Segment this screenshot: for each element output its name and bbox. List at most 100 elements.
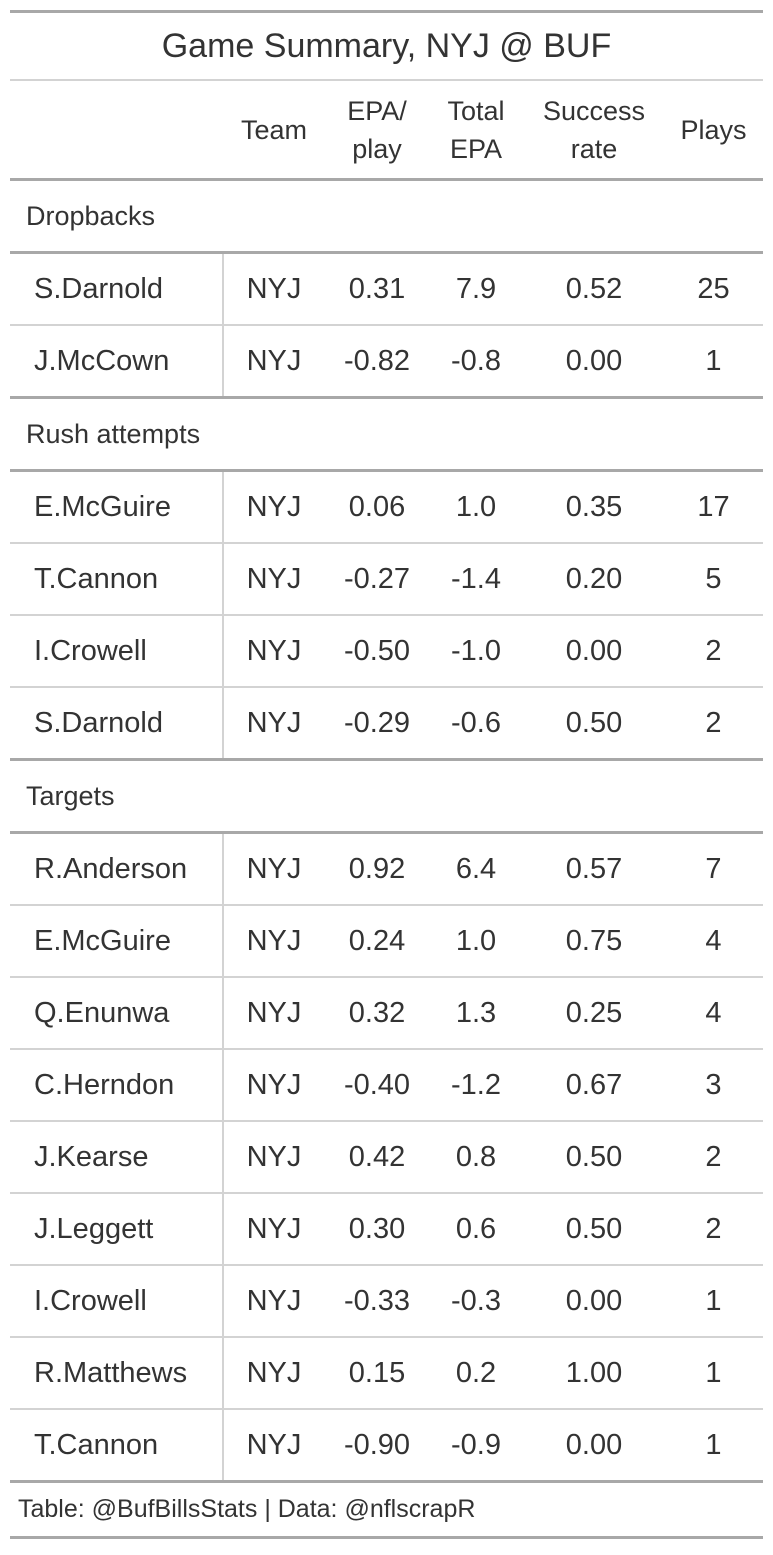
cell-player: J.Leggett [34,1212,154,1245]
header-line: Total [447,95,505,126]
cell-plays: 4 [705,996,722,1029]
cell-plays: 3 [705,1068,722,1101]
cell-success-rate: 0.67 [565,1068,623,1101]
cell-player: T.Cannon [34,562,159,595]
cell-team: NYJ [246,490,302,523]
row-divider [10,1408,763,1410]
cell-plays: 5 [705,562,722,595]
group-label: Dropbacks [26,200,156,231]
table-title: Game Summary, NYJ @ BUF [161,26,612,65]
table-row: T.Cannon NYJ -0.90 -0.9 0.00 1 [10,1410,763,1480]
cell-total-epa: -1.0 [451,634,501,667]
row-divider [10,1192,763,1194]
top-border [10,10,763,13]
cell-player: R.Matthews [34,1356,188,1389]
table-row: S.Darnold NYJ -0.29 -0.6 0.50 2 [10,688,763,758]
table-body: Dropbacks S.Darnold NYJ 0.31 7.9 0.52 25 J.McCo… [10,181,763,1483]
cell-plays: 2 [705,634,722,667]
cell-total-epa: 7.9 [455,272,497,305]
cell-plays: 2 [705,1212,722,1245]
cell-epa-play: 0.06 [348,490,406,523]
cell-team: NYJ [246,1284,302,1317]
cell-plays: 1 [705,1356,722,1389]
cell-success-rate: 0.20 [565,562,623,595]
cell-success-rate: 1.00 [565,1356,623,1389]
summary-table: Game Summary, NYJ @ BUF Team EPA/play To… [10,10,763,1539]
table-row: E.McGuire NYJ 0.06 1.0 0.35 17 [10,472,763,542]
row-divider [10,542,763,544]
column-divider [222,544,224,614]
column-header-epa-play: EPA/play [330,81,424,178]
cell-player: C.Herndon [34,1068,175,1101]
cell-team: NYJ [246,706,302,739]
group-divider [10,251,763,254]
cell-plays: 2 [705,1140,722,1173]
cell-team: NYJ [246,272,302,305]
cell-team: NYJ [246,1428,302,1461]
table-row: C.Herndon NYJ -0.40 -1.2 0.67 3 [10,1050,763,1120]
cell-player: E.McGuire [34,924,171,957]
column-divider [222,834,224,904]
cell-total-epa: 0.8 [455,1140,497,1173]
title-divider [10,79,763,81]
group-divider [10,1480,763,1483]
cell-epa-play: 0.15 [348,1356,406,1389]
row-divider [10,1264,763,1266]
cell-player: R.Anderson [34,852,188,885]
row-divider [10,324,763,326]
cell-total-epa: -1.2 [451,1068,501,1101]
cell-player: S.Darnold [34,706,163,739]
table-row: J.Leggett NYJ 0.30 0.6 0.50 2 [10,1194,763,1264]
column-divider [222,472,224,542]
group-divider [10,396,763,399]
cell-plays: 17 [697,490,730,523]
cell-epa-play: -0.50 [343,634,411,667]
group-label: Rush attempts [26,418,201,449]
bottom-border [10,1536,763,1539]
cell-success-rate: 0.57 [565,852,623,885]
cell-epa-play: 0.92 [348,852,406,885]
cell-success-rate: 0.50 [565,1140,623,1173]
cell-total-epa: 0.2 [455,1356,497,1389]
row-divider [10,686,763,688]
column-divider [222,1410,224,1480]
header-line: Success [542,95,646,126]
cell-player: E.McGuire [34,490,171,523]
cell-team: NYJ [246,1212,302,1245]
cell-player: I.Crowell [34,634,147,667]
table-row: E.McGuire NYJ 0.24 1.0 0.75 4 [10,906,763,976]
row-divider [10,614,763,616]
column-divider [222,616,224,686]
cell-epa-play: 0.30 [348,1212,406,1245]
cell-success-rate: 0.50 [565,1212,623,1245]
cell-team: NYJ [246,1356,302,1389]
cell-total-epa: -0.3 [451,1284,501,1317]
cell-plays: 1 [705,1284,722,1317]
column-divider [222,326,224,396]
column-divider [222,1338,224,1408]
cell-epa-play: 0.31 [348,272,406,305]
cell-total-epa: 0.6 [455,1212,497,1245]
cell-total-epa: 6.4 [455,852,497,885]
column-divider [222,1266,224,1336]
cell-epa-play: -0.27 [343,562,411,595]
cell-success-rate: 0.50 [565,706,623,739]
table-row: J.Kearse NYJ 0.42 0.8 0.50 2 [10,1122,763,1192]
table-row: Q.Enunwa NYJ 0.32 1.3 0.25 4 [10,978,763,1048]
row-divider [10,904,763,906]
cell-success-rate: 0.00 [565,634,623,667]
cell-epa-play: -0.33 [343,1284,411,1317]
group-divider [10,469,763,472]
table-row: I.Crowell NYJ -0.50 -1.0 0.00 2 [10,616,763,686]
cell-success-rate: 0.75 [565,924,623,957]
table-row: I.Crowell NYJ -0.33 -0.3 0.00 1 [10,1266,763,1336]
cell-player: J.Kearse [34,1140,149,1173]
cell-team: NYJ [246,852,302,885]
cell-team: NYJ [246,1068,302,1101]
group-divider [10,758,763,761]
cell-player: J.McCown [34,344,170,377]
cell-total-epa: -0.8 [451,344,501,377]
cell-epa-play: 0.42 [348,1140,406,1173]
cell-player: I.Crowell [34,1284,147,1317]
cell-total-epa: -0.9 [451,1428,501,1461]
